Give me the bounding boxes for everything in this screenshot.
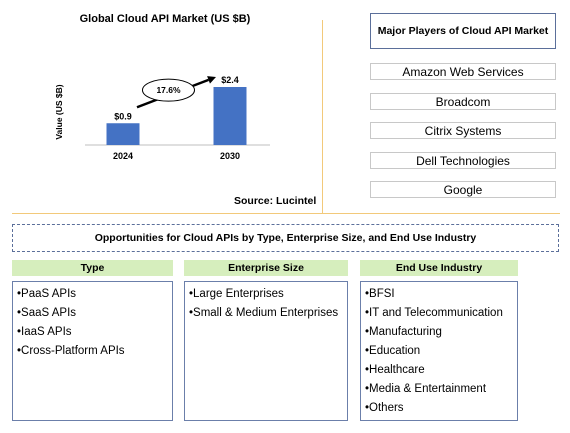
- horizontal-divider: [12, 213, 560, 214]
- type-header: Type: [12, 260, 173, 276]
- end-use-industry-list: BFSI IT and Telecommunication Manufactur…: [360, 281, 518, 421]
- enterprise-size-header: Enterprise Size: [184, 260, 348, 276]
- source-label: Source: Lucintel: [234, 195, 317, 207]
- bar-value-label: $2.4: [221, 75, 239, 85]
- bar-2024: [106, 123, 140, 145]
- chart-title: Global Cloud API Market (US $B): [79, 13, 251, 25]
- player-item: Google: [370, 181, 556, 198]
- list-item: Cross-Platform APIs: [17, 342, 168, 361]
- list-item: PaaS APIs: [17, 285, 168, 304]
- x-tick-label: 2030: [220, 151, 240, 161]
- growth-rate-label: 17.6%: [156, 85, 181, 95]
- player-item: Broadcom: [370, 93, 556, 110]
- vertical-divider: [322, 20, 323, 213]
- list-item: Small & Medium Enterprises: [189, 304, 343, 323]
- enterprise-size-list: Large Enterprises Small & Medium Enterpr…: [184, 281, 348, 421]
- list-item: IaaS APIs: [17, 323, 168, 342]
- players-header: Major Players of Cloud API Market: [370, 13, 556, 49]
- list-item: BFSI: [365, 285, 513, 304]
- growth-arrowhead: [207, 76, 216, 84]
- list-item: Healthcare: [365, 361, 513, 380]
- y-axis-label: Value (US $B): [54, 84, 64, 139]
- list-item: Large Enterprises: [189, 285, 343, 304]
- player-item: Amazon Web Services: [370, 63, 556, 80]
- end-use-industry-header: End Use Industry: [360, 260, 518, 276]
- x-tick-label: 2024: [113, 151, 133, 161]
- list-item: SaaS APIs: [17, 304, 168, 323]
- list-item: Manufacturing: [365, 323, 513, 342]
- bar-value-label: $0.9: [114, 111, 132, 121]
- list-item: Education: [365, 342, 513, 361]
- bar-chart: Value (US $B) $0.9 2024 $2.4 2030 17.6%: [54, 75, 270, 161]
- list-item: Media & Entertainment: [365, 380, 513, 399]
- list-item: IT and Telecommunication: [365, 304, 513, 323]
- player-item: Citrix Systems: [370, 122, 556, 139]
- player-item: Dell Technologies: [370, 152, 556, 169]
- growth-rate-ellipse: [142, 78, 195, 102]
- bar-2030: [213, 87, 247, 145]
- opportunities-title: Opportunities for Cloud APIs by Type, En…: [12, 224, 559, 252]
- list-item: Others: [365, 399, 513, 418]
- type-list: PaaS APIs SaaS APIs IaaS APIs Cross-Plat…: [12, 281, 173, 421]
